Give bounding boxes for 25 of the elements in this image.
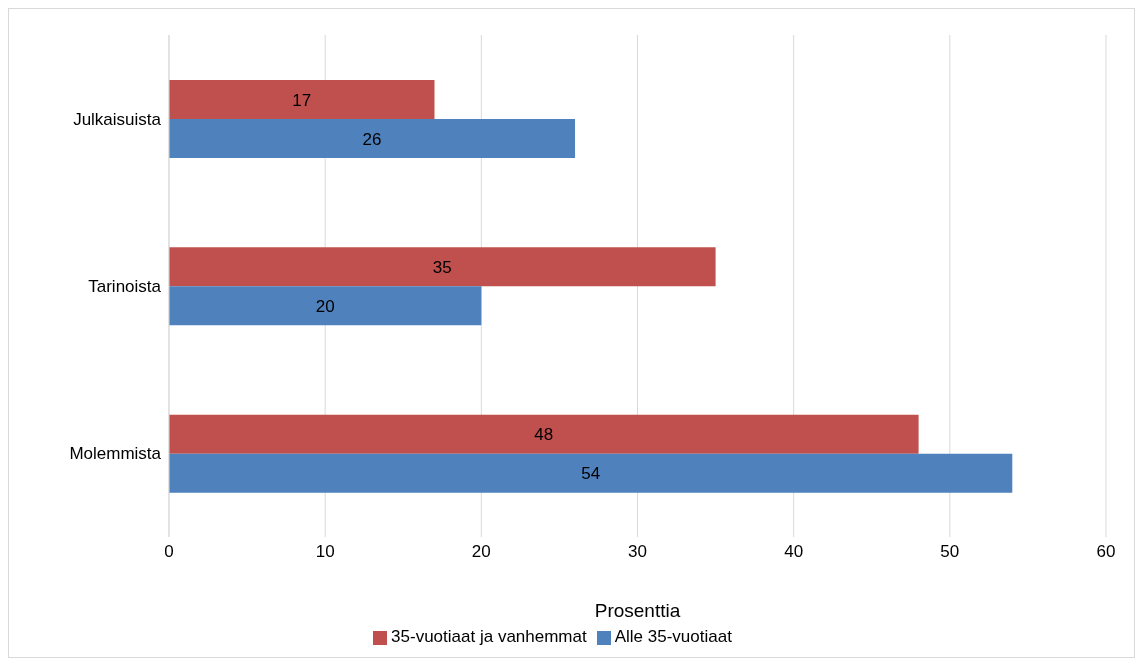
data-label: 48	[534, 425, 554, 445]
bar	[169, 247, 716, 287]
x-tick-label: 10	[315, 542, 335, 562]
x-axis-title: Prosenttia	[594, 600, 681, 621]
x-tick-label: 40	[784, 542, 804, 562]
x-tick-label: 60	[1096, 542, 1116, 562]
bar	[169, 414, 919, 454]
legend-label: 35-vuotiaat ja vanhemmat	[391, 627, 587, 646]
y-tick-label: Molemmista	[69, 444, 162, 464]
bar	[169, 80, 435, 119]
legend-label: Alle 35-vuotiaat	[614, 627, 732, 646]
x-tick-label: 30	[628, 542, 647, 562]
data-label: 20	[315, 296, 335, 316]
bar	[169, 453, 1013, 493]
data-label: 54	[581, 464, 601, 484]
x-tick-label: 20	[471, 542, 491, 562]
bar	[169, 119, 576, 158]
bar	[169, 286, 482, 326]
y-tick-label: Tarinoista	[88, 277, 162, 297]
x-tick-label: 0	[164, 542, 174, 562]
data-label: 17	[292, 90, 312, 110]
data-label: 35	[432, 257, 452, 277]
y-tick-label: Julkaisuista	[73, 109, 162, 129]
data-label: 26	[362, 129, 382, 149]
x-tick-label: 50	[940, 542, 960, 562]
